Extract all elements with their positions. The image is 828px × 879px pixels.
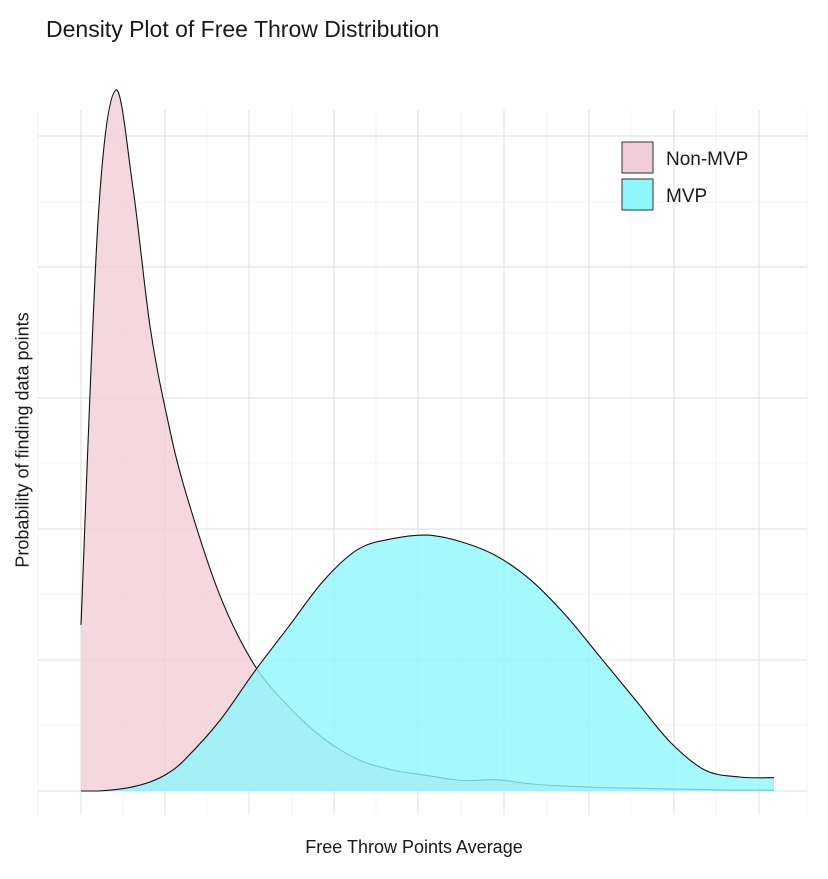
density-area-mvp [81,535,774,791]
density-curve-mvp [80,534,775,792]
y-axis-label: Probability of finding data points [12,312,33,568]
legend-key-non-mvp [621,141,654,174]
x-axis-label: Free Throw Points Average [305,837,523,857]
legend: Non-MVP MVP [621,141,748,211]
density-areas [80,89,775,792]
legend-label-mvp: MVP [666,186,707,207]
legend-label-non-mvp: Non-MVP [666,149,748,170]
density-area-non-mvp [81,89,774,791]
chart-title: Density Plot of Free Throw Distribution [46,16,440,42]
legend-key-mvp [621,178,654,211]
